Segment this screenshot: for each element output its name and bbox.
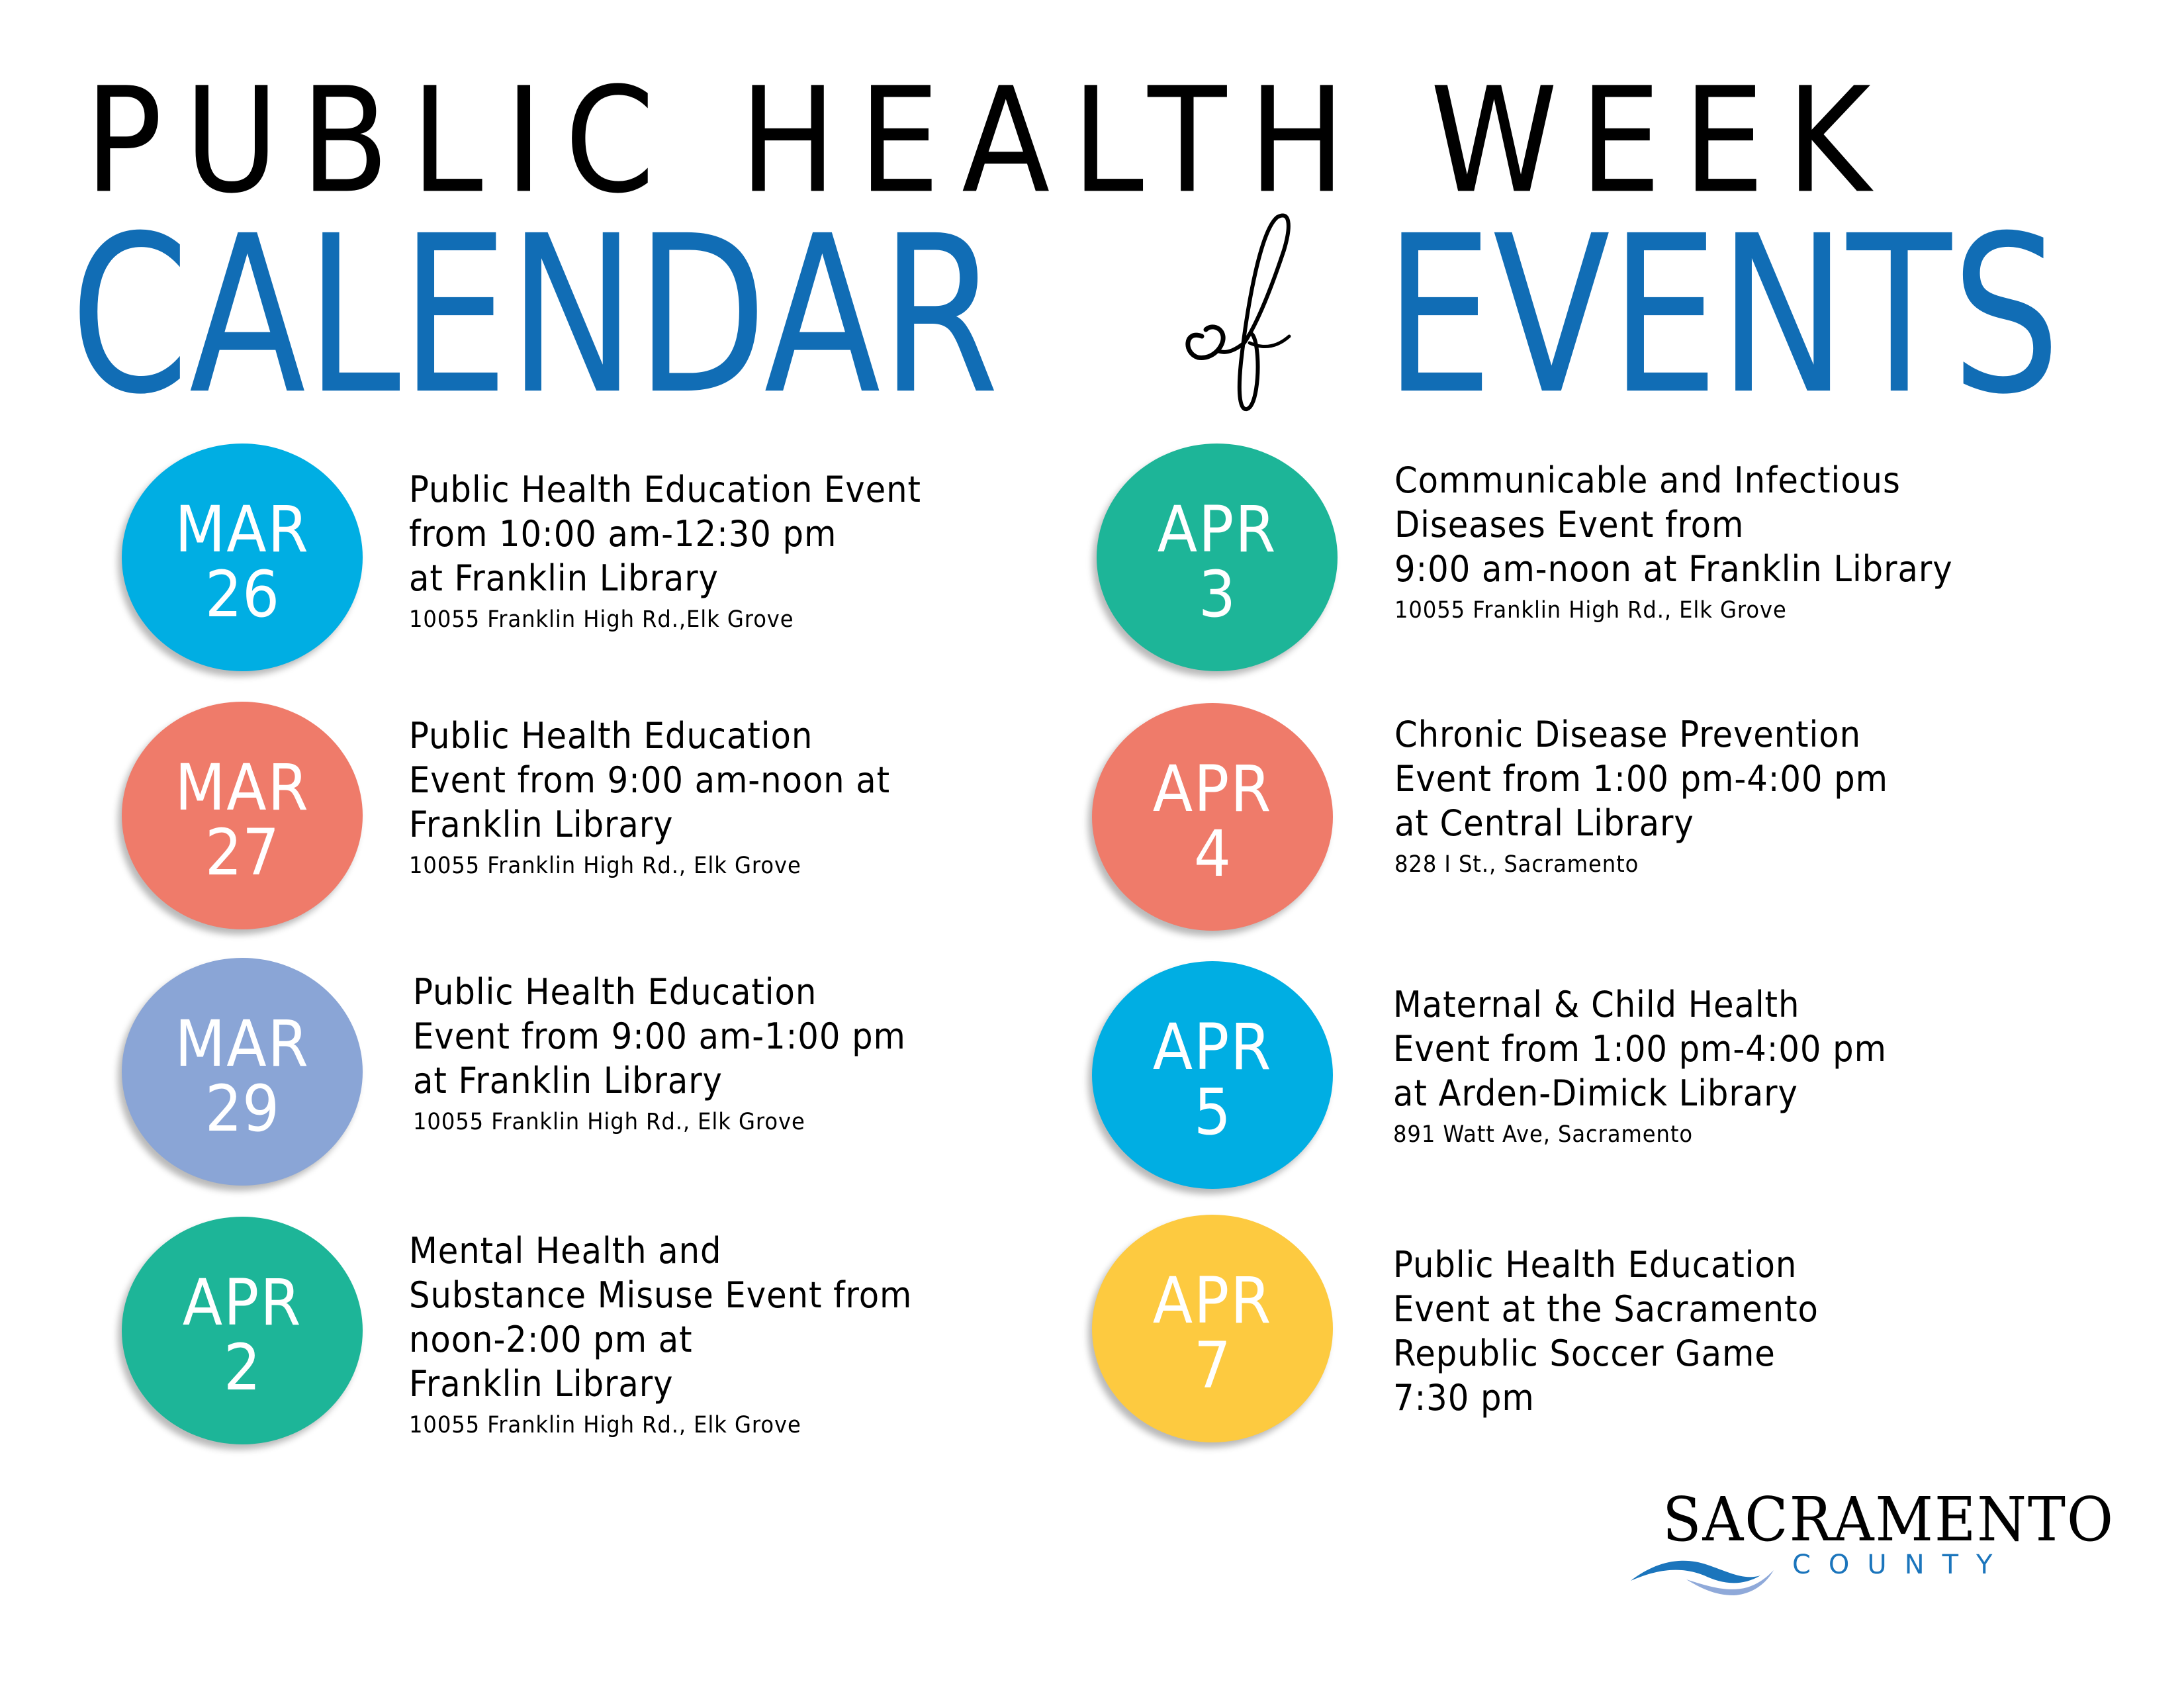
logo-wordmark: SACRAMENTO (1662, 1484, 2115, 1555)
event-description-line: Event from 1:00 pm-4:00 pm (1394, 758, 1888, 800)
date-month: APR (1157, 492, 1277, 567)
event-details: Mental Health and Substance Misuse Event… (409, 1229, 956, 1442)
event-details: Public Health Education Event from 9:00 … (409, 714, 932, 882)
event-description-line: Communicable and Infectious (1394, 459, 1901, 501)
date-month: MAR (175, 1007, 310, 1081)
date-month: APR (1152, 1264, 1273, 1338)
event-description-line: 9:00 am-noon at Franklin Library (1394, 548, 1953, 590)
event-description-line: Mental Health and (409, 1230, 722, 1272)
date-day: 3 (1198, 557, 1236, 632)
date-day: 27 (205, 816, 280, 890)
date-month: APR (1152, 1010, 1273, 1084)
event-address: 10055 Franklin High Rd., Elk Grove (409, 1412, 801, 1438)
event-description-line: Public Health Education (413, 971, 817, 1013)
page-title-line1: PUBLIC HEALTH WEEK (85, 56, 1893, 226)
event-description-line: Event from 9:00 am-1:00 pm (413, 1015, 906, 1057)
event-address: 891 Watt Ave, Sacramento (1393, 1121, 1694, 1148)
event-address: 10055 Franklin High Rd., Elk Grove (409, 853, 801, 879)
event-description-line: Maternal & Child Health (1393, 984, 1800, 1025)
date-badge: MAR 26 (122, 444, 363, 671)
event-details: Chronic Disease Prevention Event from 1:… (1394, 712, 1931, 881)
page-title-events: EVENTS (1385, 190, 2061, 442)
date-badge: APR 4 (1092, 703, 1333, 931)
wave-icon (1631, 1560, 1774, 1595)
event-description-line: Public Health Education (409, 715, 813, 757)
event-details: Public Health Education Event from 10:00… (409, 467, 966, 636)
event-description-line: Public Health Education (1393, 1244, 1797, 1286)
page-title-calendar: CALENDAR (70, 190, 999, 442)
event-description-line: Substance Misuse Event from (409, 1274, 913, 1316)
date-month: APR (182, 1266, 302, 1340)
date-day: 4 (1193, 817, 1232, 891)
date-month: MAR (175, 751, 310, 825)
event-description-line: Franklin Library (409, 1363, 674, 1405)
event-description-line: at Franklin Library (413, 1060, 723, 1102)
date-month: MAR (175, 492, 310, 567)
logo-subtitle: COUNTY (1792, 1550, 2011, 1580)
event-description-line: at Central Library (1394, 802, 1694, 844)
event-details: Communicable and Infectious Diseases Eve… (1394, 458, 2001, 627)
event-description-line: Event from 9:00 am-noon at (409, 759, 891, 801)
event-address: 10055 Franklin High Rd., Elk Grove (413, 1109, 805, 1135)
event-description-line: noon-2:00 pm at (409, 1319, 693, 1360)
date-day: 2 (223, 1331, 261, 1405)
date-day: 5 (1193, 1075, 1232, 1149)
event-details: Public Health Education Event from 9:00 … (413, 970, 949, 1139)
event-address: 828 I St., Sacramento (1394, 851, 1639, 878)
date-badge: APR 7 (1092, 1215, 1333, 1442)
event-description-line: Republic Soccer Game (1393, 1333, 1776, 1374)
event-description-line: Diseases Event from (1394, 504, 1745, 545)
event-description-line: at Franklin Library (409, 557, 719, 599)
event-description-line: Public Health Education Event (409, 469, 921, 510)
date-badge: MAR 29 (122, 958, 363, 1186)
event-description-line: at Arden-Dimick Library (1393, 1072, 1798, 1114)
event-description-line: from 10:00 am-12:30 pm (409, 513, 837, 555)
event-description-line: Event at the Sacramento (1393, 1288, 1819, 1330)
date-badge: APR 5 (1092, 961, 1333, 1189)
title-of-script (1185, 213, 1291, 412)
event-details: Public Health Education Event at the Sac… (1393, 1243, 1856, 1420)
sacramento-county-logo: SACRAMENTO COUNTY (1628, 1483, 2118, 1595)
event-description-line: Franklin Library (409, 804, 674, 845)
event-description-line: 7:30 pm (1393, 1377, 1535, 1419)
date-badge: APR 2 (122, 1217, 363, 1444)
date-month: APR (1152, 752, 1273, 826)
event-address: 10055 Franklin High Rd., Elk Grove (1394, 597, 1787, 624)
date-day: 29 (205, 1072, 280, 1146)
date-badge: APR 3 (1097, 444, 1338, 671)
date-day: 7 (1193, 1329, 1232, 1403)
event-description-line: Event from 1:00 pm-4:00 pm (1393, 1028, 1887, 1070)
event-details: Maternal & Child Health Event from 1:00 … (1393, 982, 1930, 1151)
date-badge: MAR 27 (122, 702, 363, 929)
date-day: 26 (205, 557, 280, 632)
event-address: 10055 Franklin High Rd.,Elk Grove (409, 606, 794, 633)
event-description-line: Chronic Disease Prevention (1394, 714, 1862, 755)
